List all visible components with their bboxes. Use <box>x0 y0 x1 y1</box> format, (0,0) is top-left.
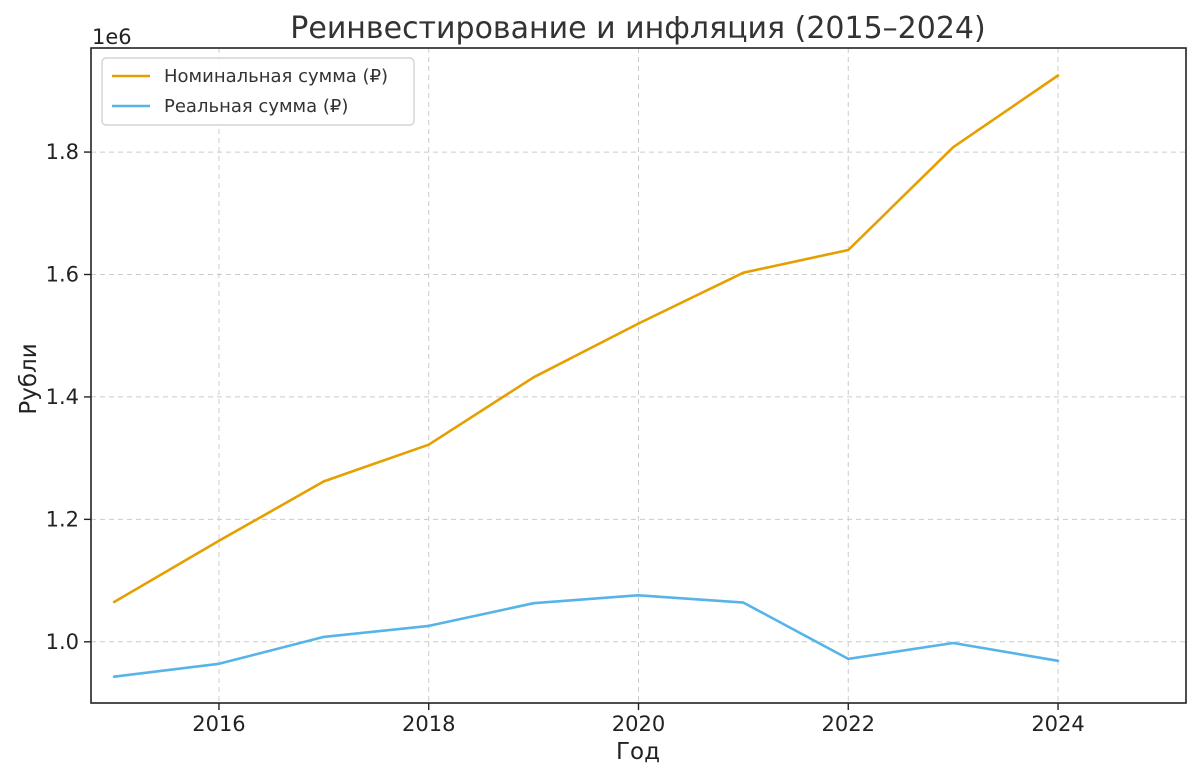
x-tick-label: 2024 <box>1031 712 1084 736</box>
x-tick-label: 2016 <box>192 712 245 736</box>
series-lines <box>112 74 1060 679</box>
legend: Номинальная сумма (₽) Реальная сумма (₽) <box>101 57 415 126</box>
legend-box <box>101 57 415 126</box>
x-axis-label: Год <box>616 739 660 765</box>
chart-title: Реинвестирование и инфляция (2015–2024) <box>290 11 985 46</box>
legend-label-real: Реальная сумма (₽) <box>164 96 348 117</box>
x-tick-label: 2022 <box>822 712 875 736</box>
x-tick-label: 2020 <box>612 712 665 736</box>
series-line-nominal <box>112 74 1060 604</box>
y-axis-label: Рубли <box>16 343 42 414</box>
series-line-real <box>112 593 1060 679</box>
y-axis-offset-label: 1e6 <box>92 25 132 49</box>
y-tick-label: 1.8 <box>46 140 79 164</box>
y-tick-label: 1.0 <box>46 630 79 654</box>
grid-lines <box>91 48 1186 703</box>
y-tick-label: 1.6 <box>46 262 79 286</box>
x-tick-label: 2018 <box>402 712 455 736</box>
y-tick-label: 1.2 <box>46 507 79 531</box>
axis-ticks: 2016 2018 2020 2022 2024 1.0 1.2 1.4 1.6 1.8 <box>46 140 1085 736</box>
y-tick-label: 1.4 <box>46 385 79 409</box>
legend-label-nominal: Номинальная сумма (₽) <box>164 66 388 87</box>
